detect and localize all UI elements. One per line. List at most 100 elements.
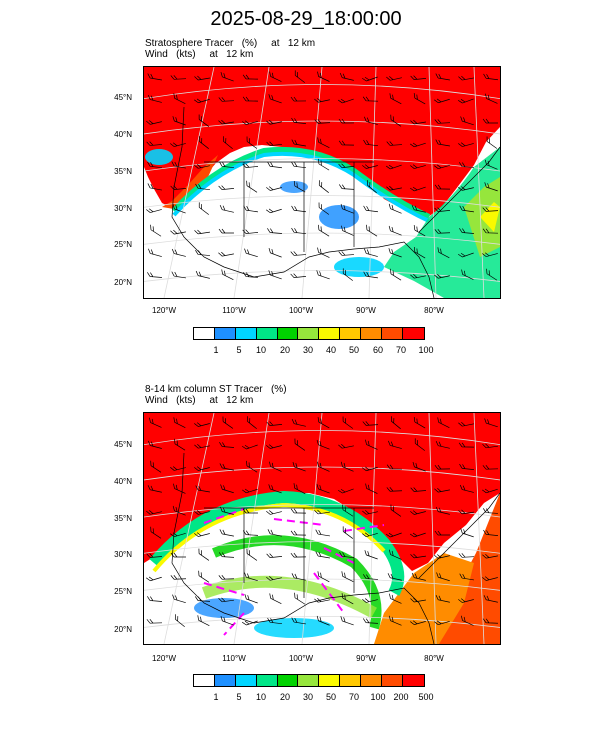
wind-barb-icon [389,93,402,105]
panel1-graticule [144,67,500,298]
wind-barb-icon [390,114,402,127]
panel1-lon-label: 90°W [356,306,376,315]
wind-barb-icon [148,248,162,257]
wind-barb-icon [410,487,427,492]
wind-barb-icon [458,142,474,147]
wind-barb-icon [218,119,234,125]
wind-barb-icon [266,510,282,515]
wind-barb-icon [483,73,498,81]
panel2-colorbar-label: 70 [348,692,359,702]
wind-barb-icon [244,594,258,604]
wind-barb-icon [458,186,474,191]
wind-barb-icon [246,460,258,473]
panel1-colorbar-label: 60 [372,345,383,355]
panel1-colorbar-label: 70 [395,345,406,355]
wind-barb-icon [222,136,233,150]
wind-barb-icon [482,618,499,624]
wind-barb-icon [482,443,498,449]
wind-barb-icon [218,185,235,190]
wind-barb-icon [218,575,235,580]
wind-barb-icon [294,438,306,451]
panel1-east-plume [384,147,500,298]
wind-barb-icon [218,97,235,102]
wind-barb-icon [410,553,426,559]
wind-barb-icon [266,576,282,581]
wind-barb-icon [194,510,210,515]
wind-barb-icon [484,182,498,192]
wind-barb-icon [242,163,259,168]
wind-barb-icon [486,268,498,281]
wind-barb-icon [461,269,474,280]
colorbar-swatch [235,675,257,686]
panel1-lat-label: 40°N [114,130,132,139]
panel2-colorbar-label: 10 [255,692,266,702]
wind-barb-icon [482,252,498,257]
panel2-lon-label: 90°W [356,654,376,663]
panel1-coastlines [171,106,500,298]
wind-barb-icon [317,71,330,82]
colorbar-swatch [256,675,278,686]
wind-barb-icon [459,162,475,168]
wind-barb-icon [364,550,378,560]
panel2-map [143,412,501,645]
wind-barb-icon [434,184,451,190]
wind-barb-icon [339,72,354,81]
wind-barb-icon [219,204,234,213]
wind-barb-icon [365,439,378,450]
wind-barb-icon [218,552,235,558]
panel1-lat-label: 35°N [114,167,132,176]
wind-barb-icon [266,208,282,214]
wind-barb-icon [389,593,402,604]
wind-barb-icon [242,508,259,514]
wind-barb-icon [268,247,282,258]
wind-barb-icon [363,205,378,213]
wind-barb-icon [242,96,259,102]
wind-barb-icon [460,528,474,538]
wind-barb-icon [388,203,402,214]
wind-barb-icon [411,572,426,581]
wind-barb-icon [342,416,354,429]
wind-barb-icon [150,526,162,539]
wind-barb-icon [317,417,330,429]
panel2-coastlines [171,452,500,644]
wind-barb-icon [194,75,210,81]
wind-barb-icon [459,463,475,470]
wind-barb-icon [388,248,402,258]
wind-barb-icon [171,248,186,257]
panel1-blue-patch [319,205,359,229]
wind-barb-icon [364,248,378,257]
panel2-colorbar-label: 1 [213,692,219,702]
wind-barb-icon [388,615,402,626]
colorbar-swatch [402,328,424,339]
wind-barb-icon [411,205,426,213]
wind-barb-icon [314,597,330,603]
wind-barb-icon [294,592,306,605]
panel1-blue-patch-2 [334,257,384,277]
wind-barb-icon [434,554,450,559]
wind-barb-icon [434,274,450,279]
wind-barb-icon [342,268,353,281]
wind-barb-icon [483,529,499,536]
panel1-tracer-high-region [144,67,500,217]
panel2-lat-label: 20°N [114,625,132,634]
wind-barb-icon [363,574,379,580]
wind-barb-icon [362,532,378,538]
wind-barb-icon [434,119,451,124]
panel1-lon-label: 120°W [151,306,177,315]
wind-barb-icon [434,464,451,470]
colorbar-swatch [214,328,236,339]
colorbar-swatch [402,675,424,686]
panel2-colorbar-label: 30 [302,692,313,702]
panel2-colorbar-label: 200 [393,692,409,702]
wind-barb-icon [198,136,209,149]
wind-barb-icon [172,204,186,214]
wind-barb-icon [386,487,403,492]
wind-barb-icon [244,572,258,582]
wind-barb-icon [367,180,377,194]
panel2-subtitle-tracer: 8-14 km column ST Tracer (%) [145,384,287,395]
wind-barb-icon [482,464,499,470]
wind-barb-icon [413,93,426,105]
wind-barb-icon [292,462,306,472]
wind-barb-icon [195,250,211,256]
panel2-jet-band [149,490,405,596]
